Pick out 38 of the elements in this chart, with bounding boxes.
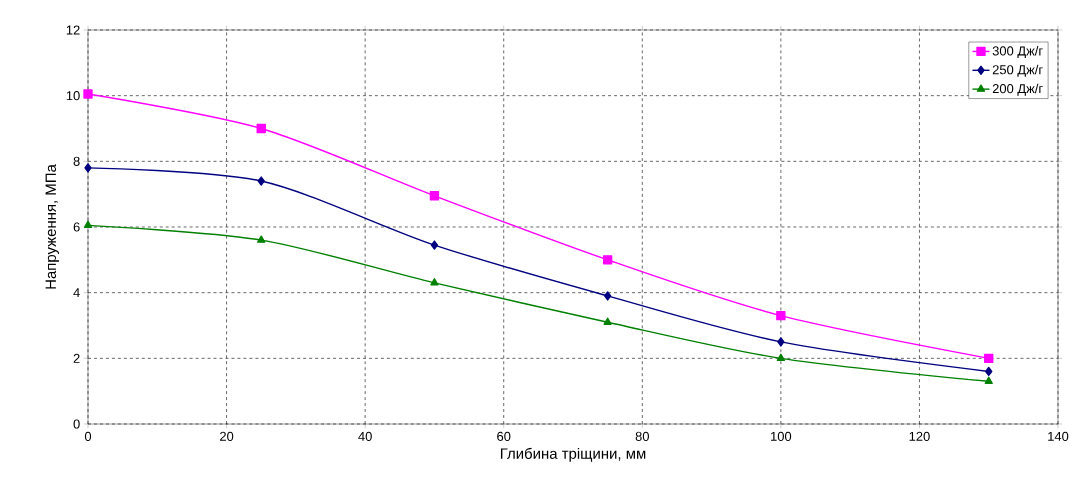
point	[984, 376, 993, 385]
point	[776, 310, 786, 321]
y-tick-label: 2	[73, 353, 80, 363]
point	[83, 89, 93, 99]
point	[985, 366, 993, 377]
x-tick-label: 60	[497, 431, 511, 441]
x-tick-label: 20	[220, 431, 234, 441]
y-axis-title: Напруження, МПа	[45, 164, 59, 289]
point	[430, 278, 439, 286]
x-axis-title: Глибина тріщини, мм	[500, 447, 646, 462]
point	[430, 240, 439, 250]
x-tick-label: 80	[635, 431, 649, 441]
y-tick-label: 12	[66, 25, 80, 35]
x-tick-label: 40	[358, 431, 372, 441]
point	[257, 235, 266, 243]
x-tick-label: 100	[771, 431, 792, 441]
point	[256, 123, 266, 134]
point	[603, 291, 612, 301]
legend-label: 300 Дж/г	[992, 45, 1043, 58]
point	[257, 176, 265, 186]
point	[83, 220, 93, 229]
y-tick-label: 4	[73, 288, 80, 298]
point	[84, 163, 92, 173]
point	[603, 317, 612, 325]
point	[776, 353, 786, 362]
legend-label: 200 Дж/г	[992, 83, 1043, 96]
x-tick-label: 0	[84, 431, 92, 441]
x-tick-label: 140	[1048, 431, 1069, 441]
legend-label: 250 Дж/г	[992, 64, 1043, 77]
point	[602, 255, 613, 265]
y-tick-label: 6	[73, 222, 80, 232]
y-tick-label: 8	[73, 156, 80, 166]
y-tick-label: 10	[66, 91, 80, 101]
point	[777, 337, 785, 347]
point	[984, 353, 994, 364]
x-tick-label: 120	[909, 431, 930, 441]
point	[429, 191, 440, 201]
y-tick-label: 0	[73, 419, 80, 429]
